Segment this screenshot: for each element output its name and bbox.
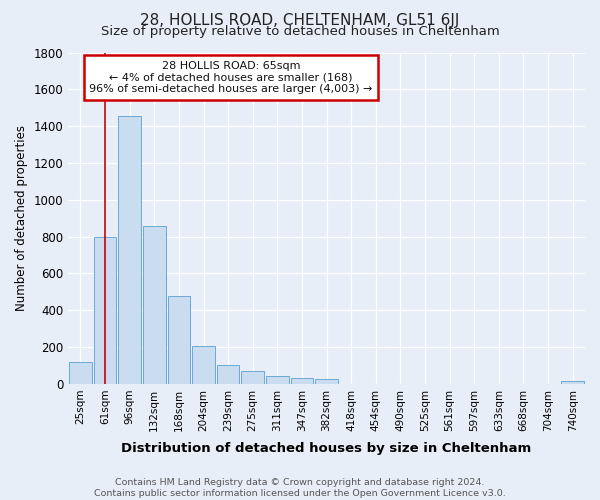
Bar	[266, 376, 289, 384]
Bar	[290, 378, 313, 384]
Text: 28, HOLLIS ROAD, CHELTENHAM, GL51 6JJ: 28, HOLLIS ROAD, CHELTENHAM, GL51 6JJ	[140, 12, 460, 28]
Bar	[241, 372, 264, 384]
Bar	[167, 296, 190, 384]
Bar	[562, 381, 584, 384]
Bar	[143, 226, 166, 384]
Bar	[315, 380, 338, 384]
Text: 28 HOLLIS ROAD: 65sqm
← 4% of detached houses are smaller (168)
96% of semi-deta: 28 HOLLIS ROAD: 65sqm ← 4% of detached h…	[89, 61, 373, 94]
X-axis label: Distribution of detached houses by size in Cheltenham: Distribution of detached houses by size …	[121, 442, 532, 455]
Y-axis label: Number of detached properties: Number of detached properties	[15, 125, 28, 311]
Bar	[69, 362, 92, 384]
Bar	[192, 346, 215, 384]
Text: Contains HM Land Registry data © Crown copyright and database right 2024.
Contai: Contains HM Land Registry data © Crown c…	[94, 478, 506, 498]
Bar	[217, 364, 239, 384]
Bar	[94, 236, 116, 384]
Bar	[118, 116, 141, 384]
Text: Size of property relative to detached houses in Cheltenham: Size of property relative to detached ho…	[101, 25, 499, 38]
